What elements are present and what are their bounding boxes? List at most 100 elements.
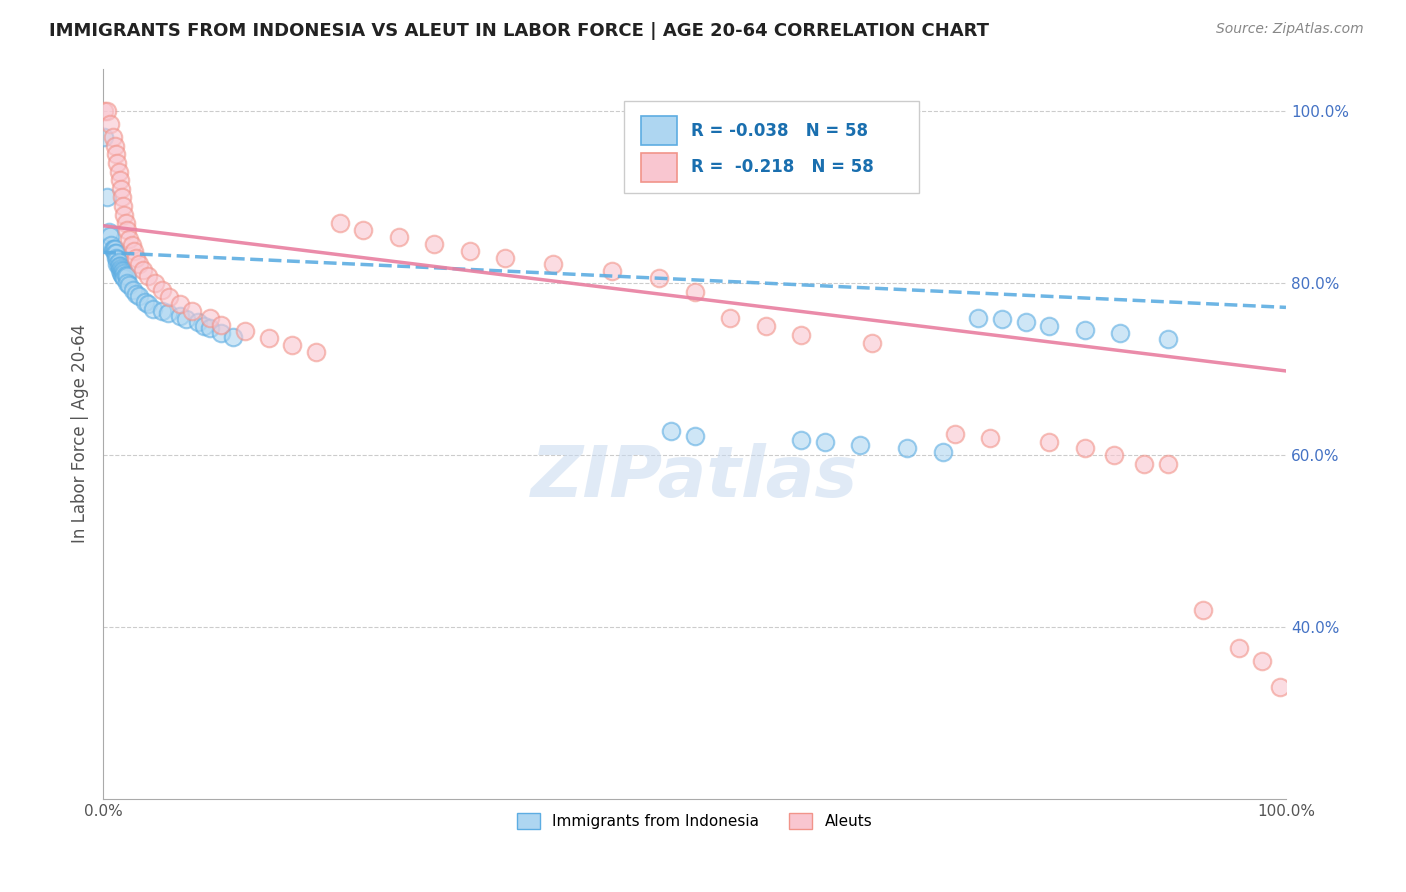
Point — [93, 104, 115, 119]
Point — [754, 319, 776, 334]
Point — [108, 263, 131, 277]
Text: Source: ZipAtlas.com: Source: ZipAtlas.com — [1216, 22, 1364, 37]
Point — [1038, 435, 1060, 450]
Point — [150, 283, 173, 297]
Point — [423, 236, 446, 251]
FancyBboxPatch shape — [641, 153, 676, 182]
Point — [105, 156, 128, 170]
Point — [142, 302, 165, 317]
Point — [105, 147, 128, 161]
Point — [541, 257, 564, 271]
Point — [198, 310, 221, 325]
Point — [352, 223, 374, 237]
Point — [104, 246, 127, 260]
Point — [1192, 603, 1215, 617]
FancyBboxPatch shape — [641, 116, 676, 145]
Point — [1074, 442, 1097, 456]
Point — [849, 438, 872, 452]
Point — [98, 225, 121, 239]
Point — [1156, 332, 1178, 346]
Point — [125, 286, 148, 301]
Point — [111, 268, 134, 282]
Point — [932, 444, 955, 458]
Point — [114, 268, 136, 282]
Point — [860, 336, 883, 351]
Point — [118, 232, 141, 246]
Point — [105, 252, 128, 267]
Point — [108, 259, 131, 273]
Point — [718, 310, 741, 325]
Point — [150, 303, 173, 318]
Point — [111, 262, 134, 277]
Point — [108, 173, 131, 187]
Point — [101, 130, 124, 145]
Point — [110, 182, 132, 196]
Point — [112, 208, 135, 222]
Text: R =  -0.218   N = 58: R = -0.218 N = 58 — [690, 158, 873, 176]
Text: IMMIGRANTS FROM INDONESIA VS ALEUT IN LABOR FORCE | AGE 20-64 CORRELATION CHART: IMMIGRANTS FROM INDONESIA VS ALEUT IN LA… — [49, 22, 990, 40]
Point — [1109, 326, 1132, 340]
Point — [105, 246, 128, 260]
Point — [96, 104, 118, 119]
Point — [125, 251, 148, 265]
Point — [110, 266, 132, 280]
Point — [157, 290, 180, 304]
Point — [257, 331, 280, 345]
Point — [118, 278, 141, 293]
Point — [96, 190, 118, 204]
Point — [187, 315, 209, 329]
Point — [1038, 319, 1060, 334]
Point — [305, 345, 328, 359]
Point — [121, 237, 143, 252]
Point — [896, 442, 918, 456]
Point — [222, 329, 245, 343]
Point — [1015, 315, 1038, 329]
Point — [115, 269, 138, 284]
Point — [128, 289, 150, 303]
Point — [648, 271, 671, 285]
Point — [169, 309, 191, 323]
Point — [659, 424, 682, 438]
Point — [329, 216, 352, 230]
Point — [104, 139, 127, 153]
Point — [112, 199, 135, 213]
Point — [101, 242, 124, 256]
Point — [979, 431, 1001, 445]
Point — [157, 306, 180, 320]
Legend: Immigrants from Indonesia, Aleuts: Immigrants from Indonesia, Aleuts — [510, 806, 879, 835]
Point — [1268, 680, 1291, 694]
Point — [683, 429, 706, 443]
Point — [104, 242, 127, 256]
Point — [132, 263, 155, 277]
Point — [600, 264, 623, 278]
Point — [115, 277, 138, 291]
Point — [180, 303, 202, 318]
Point — [991, 312, 1014, 326]
Point — [100, 237, 122, 252]
Point — [98, 229, 121, 244]
Point — [814, 435, 837, 450]
Point — [112, 269, 135, 284]
Point — [233, 325, 256, 339]
Point — [790, 327, 813, 342]
Point — [128, 257, 150, 271]
Point — [112, 266, 135, 280]
Point — [1227, 641, 1250, 656]
Point — [458, 244, 481, 258]
Point — [683, 285, 706, 299]
Point — [198, 321, 221, 335]
Point — [193, 319, 215, 334]
Point — [136, 269, 159, 284]
Point — [114, 216, 136, 230]
Point — [943, 426, 966, 441]
Point — [121, 283, 143, 297]
Point — [122, 244, 145, 258]
FancyBboxPatch shape — [624, 102, 920, 193]
Point — [136, 297, 159, 311]
Point — [174, 312, 197, 326]
Point — [1156, 457, 1178, 471]
Point — [107, 164, 129, 178]
Point — [103, 242, 125, 256]
Point — [1251, 654, 1274, 668]
Text: R = -0.038   N = 58: R = -0.038 N = 58 — [690, 121, 868, 139]
